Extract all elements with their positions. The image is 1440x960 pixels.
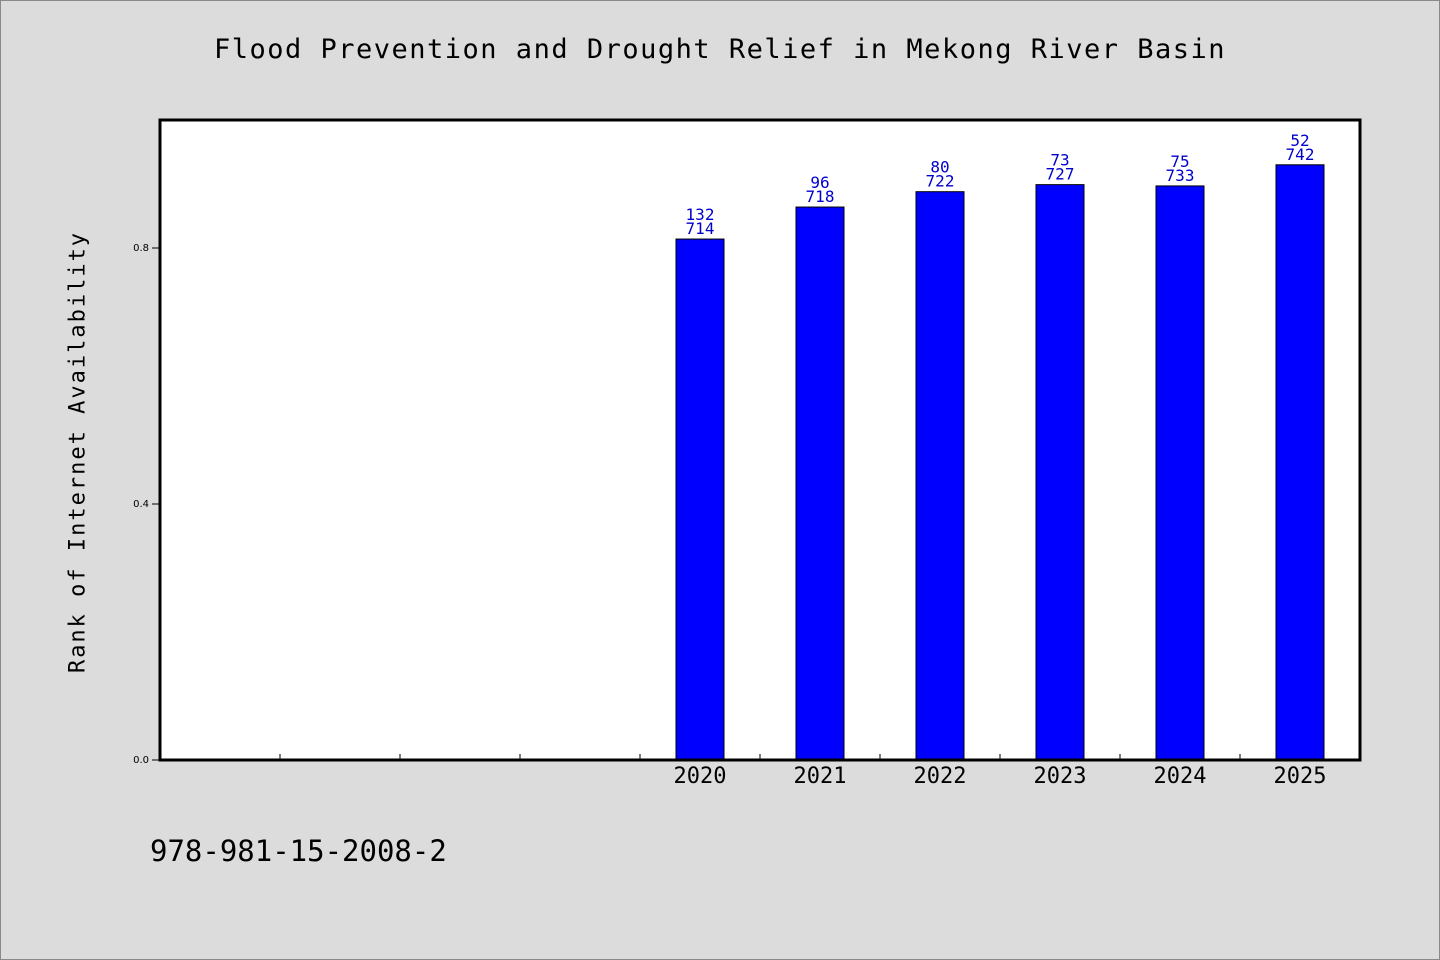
bar-annotation-rank: 75 (1170, 152, 1189, 171)
y-tick-label: 0.0 (133, 755, 149, 766)
bar (1035, 184, 1085, 761)
x-tick-label: 2023 (1034, 764, 1087, 789)
x-tick-label: 2024 (1154, 764, 1207, 789)
isbn-text: 978-981-15-2008-2 (150, 834, 447, 868)
bar-annotation-value: 714 (686, 219, 715, 238)
y-tick-label: 0.4 (133, 499, 149, 510)
bar (915, 191, 965, 761)
bar (1155, 185, 1205, 761)
bar-annotation-value: 742 (1286, 145, 1315, 164)
bar-annotation-rank: 132 (686, 205, 715, 224)
x-tick-label: 2022 (914, 764, 967, 789)
bar-annotation-rank: 73 (1050, 151, 1069, 170)
x-tick-label: 2020 (674, 764, 727, 789)
plot-border (158, 118, 1362, 762)
bar-annotation-value: 733 (1166, 166, 1195, 185)
bar-annotation-value: 718 (806, 187, 835, 206)
y-tick-label: 0.8 (133, 243, 149, 254)
bar (1275, 164, 1325, 761)
bar-annotation-value: 722 (926, 172, 955, 191)
chart-title: Flood Prevention and Drought Relief in M… (213, 34, 1227, 65)
bar-annotation-rank: 80 (930, 158, 949, 177)
bar-annotation-rank: 52 (1290, 131, 1309, 150)
bar-annotation-value: 727 (1046, 165, 1075, 184)
bar (795, 206, 845, 761)
bar-annotation-rank: 96 (810, 173, 829, 192)
x-tick-label: 2025 (1274, 764, 1327, 789)
x-tick-label: 2021 (794, 764, 847, 789)
bar (675, 238, 725, 761)
